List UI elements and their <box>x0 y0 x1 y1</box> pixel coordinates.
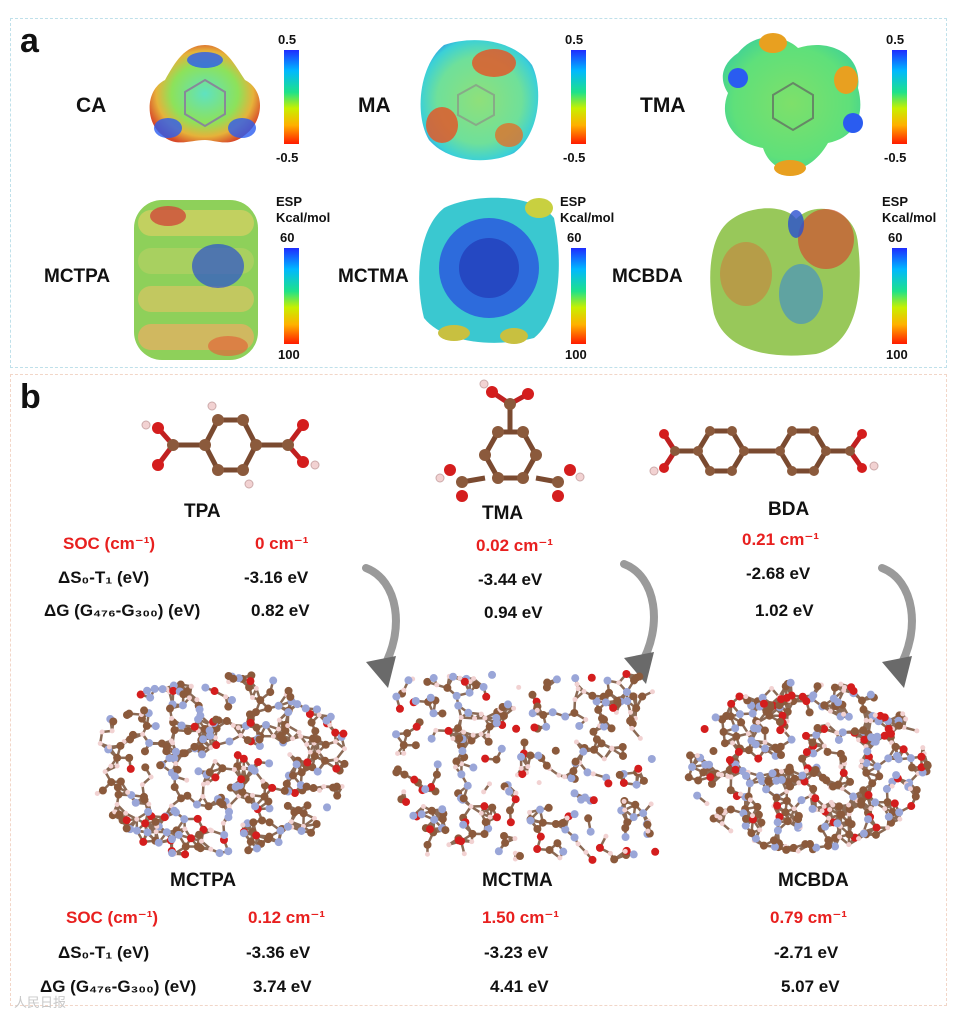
dg-row-label-bottom: ΔG (G₄₇₆-G₃₀₀) (eV) <box>40 977 197 996</box>
label-mctpa-esp: MCTPA <box>44 266 111 287</box>
ca-scale-min: -0.5 <box>276 150 299 165</box>
mctpa-scale-top: 60 <box>280 230 295 245</box>
label-mcbda-esp: MCBDA <box>612 266 683 287</box>
ma-colorbar <box>571 50 586 144</box>
mctma-esp-surface <box>419 197 559 344</box>
mctpa-esp-label: ESP <box>276 194 303 209</box>
mcbda-esp-label: ESP <box>882 194 909 209</box>
mctpa-colorbar <box>284 248 299 344</box>
tma-dg-value: 0.94 eV <box>484 603 543 622</box>
mctma-ds-value: -3.23 eV <box>484 943 549 962</box>
mcbda-colorbar <box>892 248 907 344</box>
tpa-transition-arrow-icon <box>362 564 400 688</box>
panel-b-frame <box>10 374 947 1006</box>
ca-colorbar <box>284 50 299 144</box>
bda-ds-value: -2.68 eV <box>746 564 811 583</box>
ca-scale-max: 0.5 <box>278 32 297 47</box>
tma-title: TMA <box>482 503 524 524</box>
panel-a-label: a <box>20 22 39 60</box>
mctpa-unit-label: Kcal/mol <box>276 210 331 225</box>
tma-scale-max: 0.5 <box>886 32 905 47</box>
bda-transition-arrow-icon <box>878 564 916 688</box>
tpa-dg-value: 0.82 eV <box>251 601 310 620</box>
bda-title: BDA <box>768 499 810 520</box>
ma-scale-max: 0.5 <box>565 32 584 47</box>
tpa-ds-value: -3.16 eV <box>244 568 309 587</box>
mctpa-cluster-structure <box>94 671 349 859</box>
mctpa-ds-value: -3.36 eV <box>246 943 311 962</box>
panel-a-frame <box>10 18 947 368</box>
bda-structure <box>649 426 879 476</box>
ma-esp-surface <box>420 40 539 161</box>
tma-structure <box>435 379 585 502</box>
mcbda-soc-value: 0.79 cm⁻¹ <box>770 908 848 927</box>
mcbda-unit-label: Kcal/mol <box>882 210 937 225</box>
soc-row-label-top: SOC (cm⁻¹) <box>63 534 156 553</box>
mctma-cluster-structure <box>392 669 660 864</box>
bda-soc-value: 0.21 cm⁻¹ <box>742 530 820 549</box>
mctma-title: MCTMA <box>482 870 553 891</box>
ca-esp-surface <box>149 45 260 143</box>
mctpa-dg-value: 3.74 eV <box>253 977 312 996</box>
tma-transition-arrow-icon <box>620 560 658 684</box>
panel-b-label: b <box>20 378 41 416</box>
mcbda-cluster-structure <box>684 678 932 854</box>
tpa-structure <box>141 401 320 489</box>
label-tma-esp: TMA <box>640 94 686 117</box>
mctma-scale-bottom: 100 <box>565 347 587 362</box>
watermark-text: 人民日报 <box>14 995 67 1010</box>
mctma-dg-value: 4.41 eV <box>490 977 549 996</box>
label-mctma-esp: MCTMA <box>338 266 409 287</box>
mcbda-scale-bottom: 100 <box>886 347 908 362</box>
ds-row-label-bottom: ΔS₀-T₁ (eV) <box>58 943 150 962</box>
mctpa-esp-surface <box>134 200 258 360</box>
mctma-esp-label: ESP <box>560 194 587 209</box>
mctma-soc-value: 1.50 cm⁻¹ <box>482 908 560 927</box>
ds-row-label-top: ΔS₀-T₁ (eV) <box>58 568 150 587</box>
soc-row-label-bottom: SOC (cm⁻¹) <box>66 908 159 927</box>
tpa-soc-value: 0 cm⁻¹ <box>255 534 309 553</box>
mcbda-dg-value: 5.07 eV <box>781 977 840 996</box>
dg-row-label-top: ΔG (G₄₇₆-G₃₀₀) (eV) <box>44 601 201 620</box>
mctpa-title: MCTPA <box>170 870 237 891</box>
mcbda-scale-top: 60 <box>888 230 903 245</box>
mctma-unit-label: Kcal/mol <box>560 210 615 225</box>
tma-scale-min: -0.5 <box>884 150 907 165</box>
mcbda-ds-value: -2.71 eV <box>774 943 839 962</box>
bda-dg-value: 1.02 eV <box>755 601 814 620</box>
ma-scale-min: -0.5 <box>563 150 586 165</box>
tma-esp-surface <box>722 33 863 176</box>
tma-colorbar <box>892 50 907 144</box>
mctpa-scale-bottom: 100 <box>278 347 300 362</box>
tpa-title: TPA <box>184 501 221 522</box>
tma-soc-value: 0.02 cm⁻¹ <box>476 536 554 555</box>
mcbda-esp-surface <box>710 208 860 356</box>
mcbda-title: MCBDA <box>778 870 849 891</box>
label-ma: MA <box>358 94 391 117</box>
mctma-scale-top: 60 <box>567 230 582 245</box>
label-ca: CA <box>76 94 107 117</box>
tma-ds-value: -3.44 eV <box>478 570 543 589</box>
mctpa-soc-value: 0.12 cm⁻¹ <box>248 908 326 927</box>
mctma-colorbar <box>571 248 586 344</box>
